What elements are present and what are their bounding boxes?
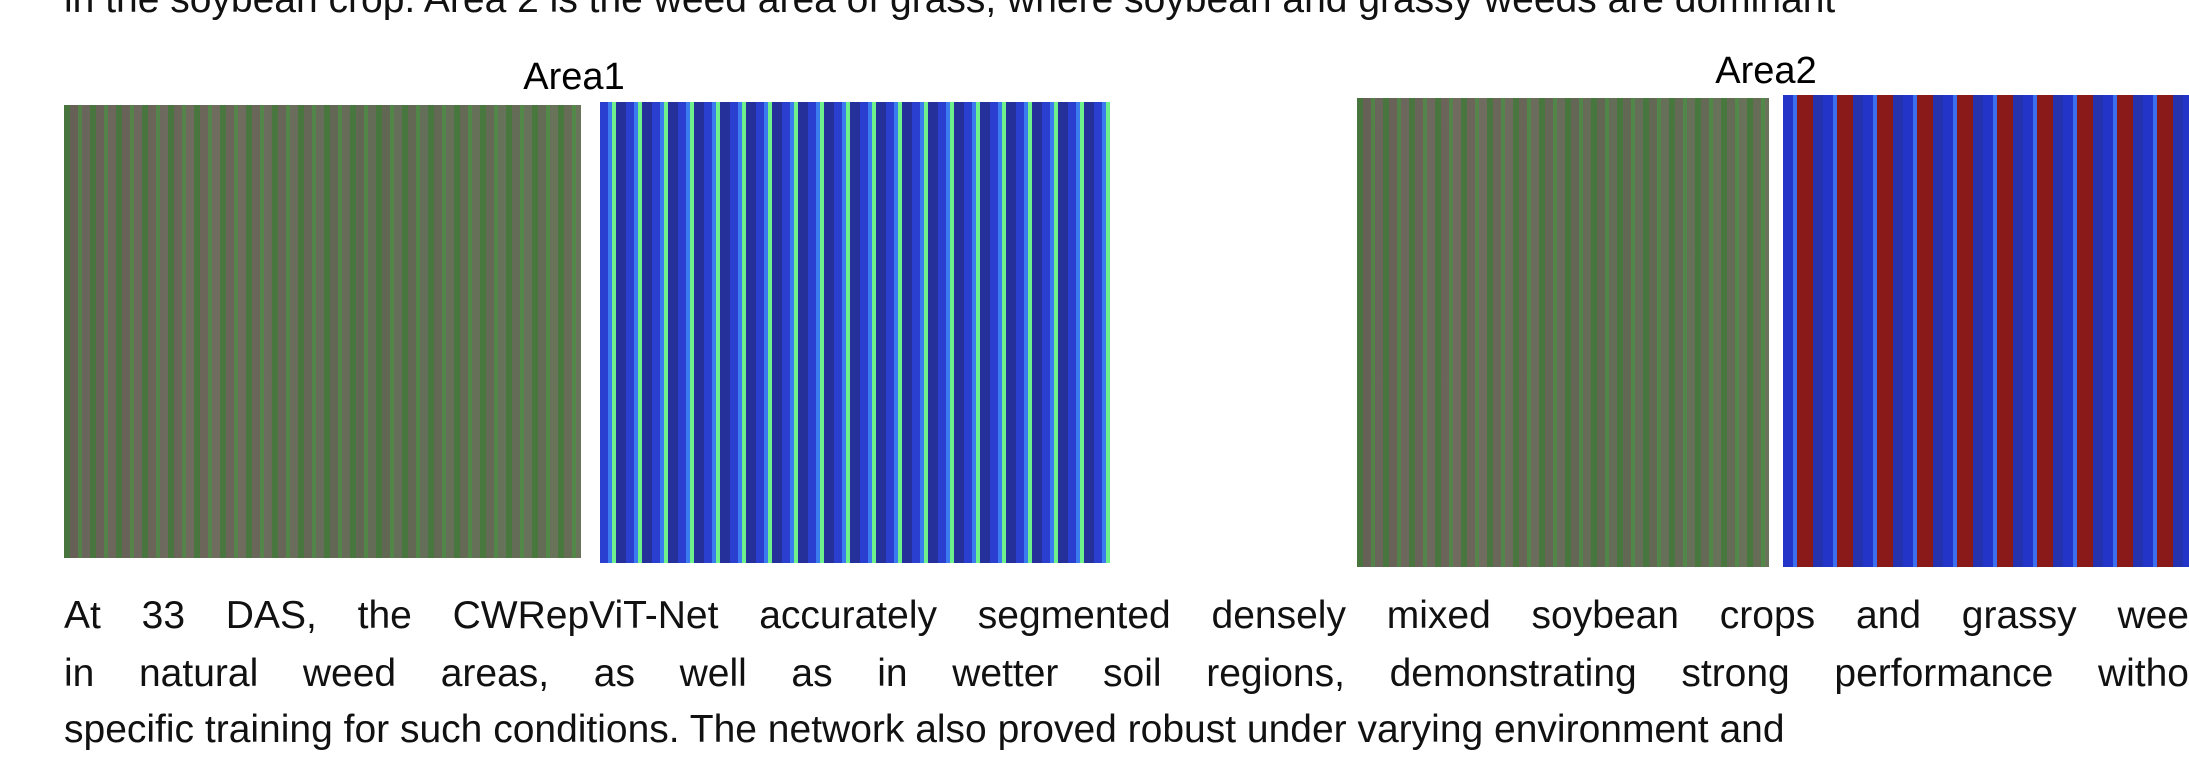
top-text: in the soybean crop. Area 2 is the weed … bbox=[64, 0, 1835, 22]
page: {"top_text": "in the soybean crop. Area … bbox=[0, 0, 2189, 758]
paragraph-line: specific training for such conditions. T… bbox=[64, 708, 1785, 752]
rgb-image bbox=[64, 105, 581, 558]
paragraph-line: in natural weed areas, as well as in wet… bbox=[64, 652, 2189, 696]
paragraph-line: At 33 DAS, the CWRepViT-Net accurately s… bbox=[64, 594, 2189, 638]
panel-label: Area2 bbox=[1715, 50, 1816, 93]
segmentation-image bbox=[1783, 95, 2189, 567]
segmentation-image bbox=[600, 102, 1110, 563]
rgb-image bbox=[1357, 98, 1769, 567]
panel-label: Area1 bbox=[523, 56, 624, 99]
